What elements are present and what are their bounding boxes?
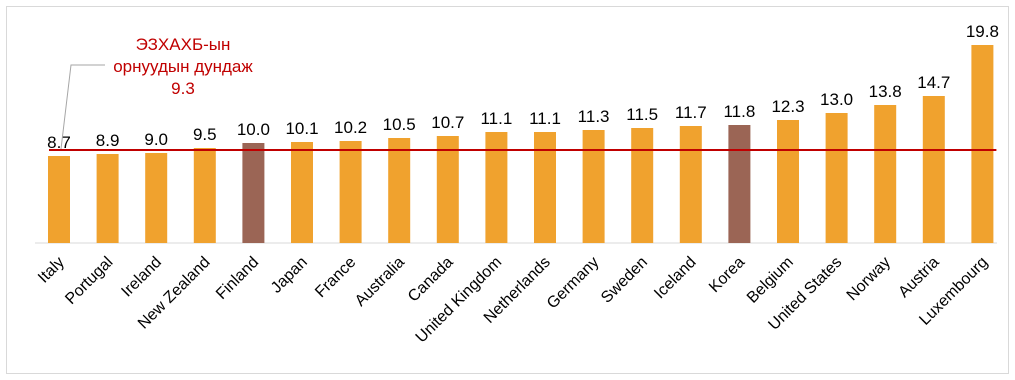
bar-korea [728, 125, 751, 243]
category-label-ireland: Ireland [118, 254, 165, 301]
bar-italy [48, 156, 70, 243]
bars-group [48, 45, 994, 243]
value-label-sweden: 11.5 [626, 105, 658, 124]
average-label-line-2: орнуудын дундаж [113, 57, 253, 76]
value-label-united-states: 13.0 [820, 90, 853, 109]
chart-frame: 8.7 8.9 9.0 9.5 10.0 10.1 10.2 10.5 10.7 11.1 11.1… [6, 6, 1009, 374]
bar-ireland [145, 153, 168, 243]
value-label-norway: 13.8 [869, 82, 902, 101]
value-label-united-kingdom: 11.1 [480, 109, 512, 128]
bar-germany [582, 130, 605, 243]
average-label-value: 9.3 [171, 79, 195, 98]
bar-united-kingdom [485, 132, 508, 243]
value-label-austria: 14.7 [917, 73, 950, 92]
value-label-france: 10.2 [334, 118, 367, 137]
bar-chart: 8.7 8.9 9.0 9.5 10.0 10.1 10.2 10.5 10.7 11.1 11.1… [35, 22, 999, 347]
bar-united-states [825, 113, 848, 243]
bar-iceland [679, 126, 702, 243]
bar-belgium [777, 120, 799, 243]
value-label-japan: 10.1 [285, 119, 318, 138]
category-label-austria: Austria [895, 254, 942, 301]
average-label-line-1: ЭЗХАХБ-ын [136, 35, 231, 54]
value-label-canada: 10.7 [431, 113, 464, 132]
bar-canada [436, 136, 459, 243]
bar-finland [242, 143, 265, 243]
value-label-ireland: 9.0 [144, 130, 168, 149]
category-label-sweden: Sweden [598, 254, 651, 307]
value-label-italy: 8.7 [47, 133, 71, 152]
bar-new-zealand [193, 148, 216, 243]
value-label-australia: 10.5 [383, 115, 416, 134]
bar-france [339, 141, 362, 243]
category-label-australia: Australia [352, 254, 408, 310]
bar-norway [874, 105, 897, 243]
value-label-iceland: 11.7 [675, 103, 707, 122]
category-label-iceland: Iceland [651, 254, 700, 303]
category-label-france: France [312, 254, 359, 301]
average-leader-line [60, 64, 105, 150]
category-label-norway: Norway [844, 254, 894, 304]
bar-australia [388, 138, 411, 243]
bar-portugal [96, 154, 119, 243]
category-label-portugal: Portugal [62, 254, 116, 308]
value-label-korea: 11.8 [723, 102, 755, 121]
value-label-germany: 11.3 [578, 107, 610, 126]
category-label-united-kingdom: United Kingdom [413, 254, 506, 347]
category-label-japan: Japan [268, 254, 311, 297]
value-label-luxembourg: 19.8 [966, 22, 999, 41]
category-label-italy: Italy [35, 254, 68, 287]
category-label-germany: Germany [544, 254, 603, 313]
value-label-portugal: 8.9 [96, 131, 120, 150]
bar-netherlands [534, 132, 556, 243]
bar-austria [922, 96, 945, 243]
value-label-netherlands: 11.1 [529, 109, 561, 128]
category-label-korea: Korea [706, 254, 748, 296]
value-label-finland: 10.0 [237, 120, 270, 139]
value-label-new-zealand: 9.5 [193, 125, 217, 144]
bar-japan [291, 142, 313, 243]
value-labels-group: 8.7 8.9 9.0 9.5 10.0 10.1 10.2 10.5 10.7 11.1 11.1… [47, 22, 999, 152]
bar-sweden [631, 128, 654, 243]
bar-luxembourg [971, 45, 994, 243]
value-label-belgium: 12.3 [771, 97, 804, 116]
category-label-finland: Finland [213, 254, 262, 303]
